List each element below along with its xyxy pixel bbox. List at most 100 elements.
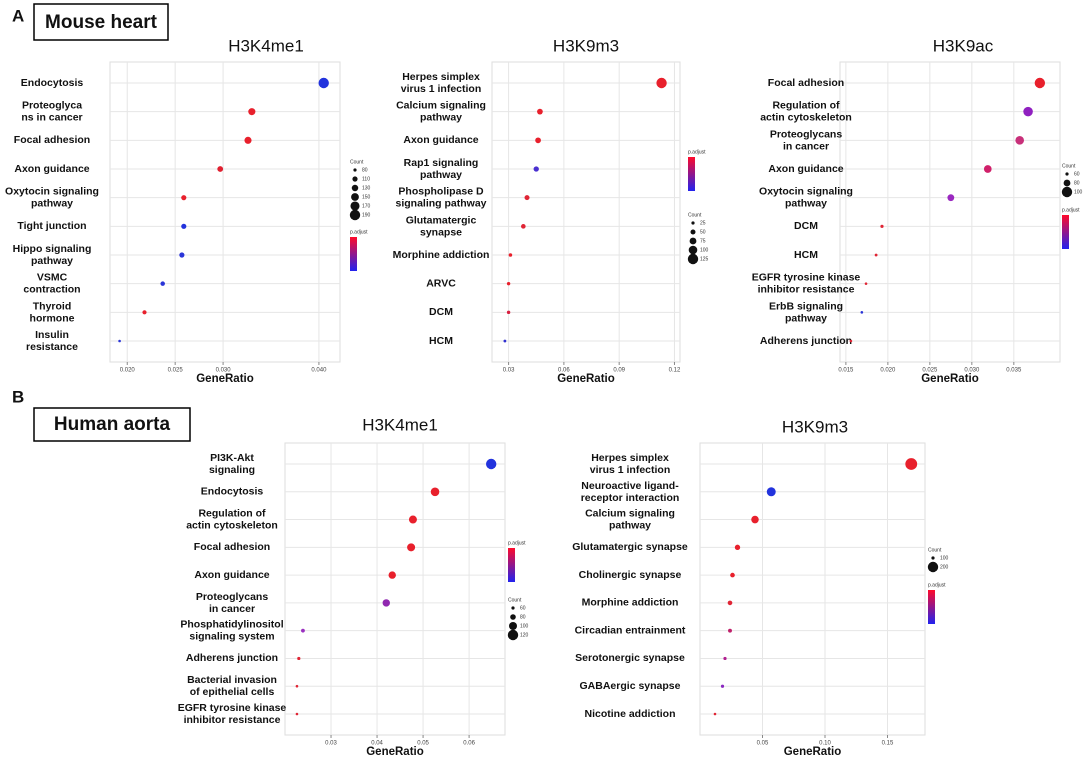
- legend-label: 80: [362, 167, 368, 173]
- x-tick-label: 0.030: [216, 368, 232, 374]
- y-tick-label: Proteoglycans in cancer: [196, 591, 269, 615]
- legend-label: 200: [940, 564, 949, 570]
- y-tick-label: Circadian entrainment: [575, 624, 686, 636]
- legend-label: 80: [520, 614, 526, 620]
- y-tick-label: Serotonergic synapse: [575, 652, 685, 664]
- x-axis-label: GeneRatio: [196, 373, 254, 385]
- y-tick-label: Axon guidance: [14, 163, 89, 175]
- dot: [485, 458, 497, 470]
- dot: [521, 224, 526, 229]
- legend-dot: [507, 629, 519, 641]
- dot: [318, 77, 329, 89]
- x-tick-label: 0.09: [613, 368, 625, 374]
- dot: [301, 628, 305, 633]
- y-tick-label: HCM: [794, 249, 818, 261]
- x-axis-label: GeneRatio: [557, 373, 615, 385]
- legend-label: 60: [1074, 171, 1080, 177]
- dot: [864, 282, 868, 285]
- color-bar: [508, 548, 515, 582]
- dot: [508, 253, 513, 257]
- chart-title: H3K4me1: [228, 36, 304, 55]
- dot: [142, 310, 147, 315]
- plot-panel: [109, 61, 341, 363]
- x-tick-label: 0.06: [463, 741, 475, 747]
- dot: [880, 224, 884, 228]
- dot: [728, 628, 732, 633]
- chart-title: H3K4me1: [362, 415, 438, 434]
- legend-dot: [351, 193, 359, 201]
- y-tick-label: Neuroactive ligand-receptor interaction: [581, 480, 680, 504]
- dot: [506, 281, 511, 286]
- y-tick-label: Oxytocin signaling pathway: [759, 185, 853, 209]
- y-tick-label: ARVC: [426, 277, 456, 289]
- dot: [297, 656, 301, 661]
- legend-title: Count: [1062, 163, 1076, 169]
- dot: [533, 166, 539, 172]
- dot: [730, 572, 735, 578]
- dot: [537, 108, 543, 115]
- x-tick-label: 0.040: [311, 368, 327, 374]
- x-tick-label: 0.15: [882, 741, 894, 747]
- legend-label: 100: [700, 247, 709, 253]
- dot: [713, 712, 717, 716]
- legend-title: p.adjust: [928, 582, 946, 588]
- y-tick-label: Nicotine addiction: [584, 708, 675, 720]
- y-tick-label: Glutamatergic synapse: [406, 214, 477, 238]
- dot: [506, 310, 511, 315]
- x-axis-label: GeneRatio: [921, 373, 979, 385]
- x-axis-label: GeneRatio: [366, 746, 424, 758]
- y-tick-label: GABAergic synapse: [580, 680, 681, 692]
- dot: [849, 339, 853, 343]
- dot: [407, 543, 416, 552]
- chart-title: H3K9m3: [553, 36, 619, 55]
- dot: [179, 252, 185, 258]
- legend-title: p.adjust: [350, 229, 368, 235]
- x-tick-label: 0.025: [168, 368, 184, 374]
- legend-dot: [689, 237, 697, 245]
- panel-letter: B: [12, 387, 24, 406]
- y-tick-label: Calcium signaling pathway: [396, 99, 486, 123]
- y-tick-label: PI3K-Akt signaling: [209, 452, 255, 476]
- dot: [118, 339, 121, 343]
- legend-dot: [927, 561, 939, 573]
- y-tick-label: Proteoglyca ns in cancer: [21, 99, 82, 123]
- y-tick-label: Endocytosis: [21, 77, 84, 89]
- dot: [295, 712, 299, 716]
- dot: [720, 684, 725, 688]
- y-tick-label: Herpes simplex virus 1 infection: [401, 71, 482, 95]
- x-tick-label: 0.020: [880, 368, 896, 374]
- color-bar: [350, 237, 357, 271]
- x-tick-label: 0.12: [669, 368, 681, 374]
- y-tick-label: Focal adhesion: [768, 77, 844, 89]
- y-tick-label: EGFR tyrosine kinase inhibitor resistance: [178, 702, 287, 726]
- legend-title: p.adjust: [688, 149, 706, 155]
- panel-letter: A: [12, 6, 24, 25]
- y-tick-label: Morphine addiction: [582, 597, 679, 609]
- dot: [160, 281, 165, 286]
- x-tick-label: 0.025: [922, 368, 938, 374]
- y-tick-label: DCM: [794, 220, 818, 232]
- y-tick-label: Tight junction: [17, 220, 86, 232]
- dot: [734, 544, 741, 551]
- y-tick-label: Adherens junction: [760, 335, 852, 347]
- legend-dot: [1061, 186, 1073, 198]
- y-tick-label: Cholinergic synapse: [579, 569, 682, 581]
- y-tick-label: Thyroid hormone: [30, 300, 75, 324]
- x-tick-label: 0.03: [503, 368, 515, 374]
- y-tick-label: Insulin resistance: [26, 329, 78, 353]
- y-tick-label: Regulation of actin cytoskeleton: [760, 99, 852, 123]
- x-tick-label: 0.035: [1006, 368, 1022, 374]
- dot: [874, 253, 878, 257]
- legend-dot: [349, 209, 361, 221]
- dot: [535, 137, 541, 144]
- y-tick-label: VSMC contraction: [23, 271, 80, 295]
- plot-panel: [491, 61, 681, 363]
- dot: [766, 487, 776, 497]
- dot: [181, 223, 187, 229]
- legend-dot: [690, 229, 696, 235]
- x-tick-label: 0.020: [120, 368, 136, 374]
- dot: [388, 571, 396, 579]
- legend-title: p.adjust: [508, 540, 526, 546]
